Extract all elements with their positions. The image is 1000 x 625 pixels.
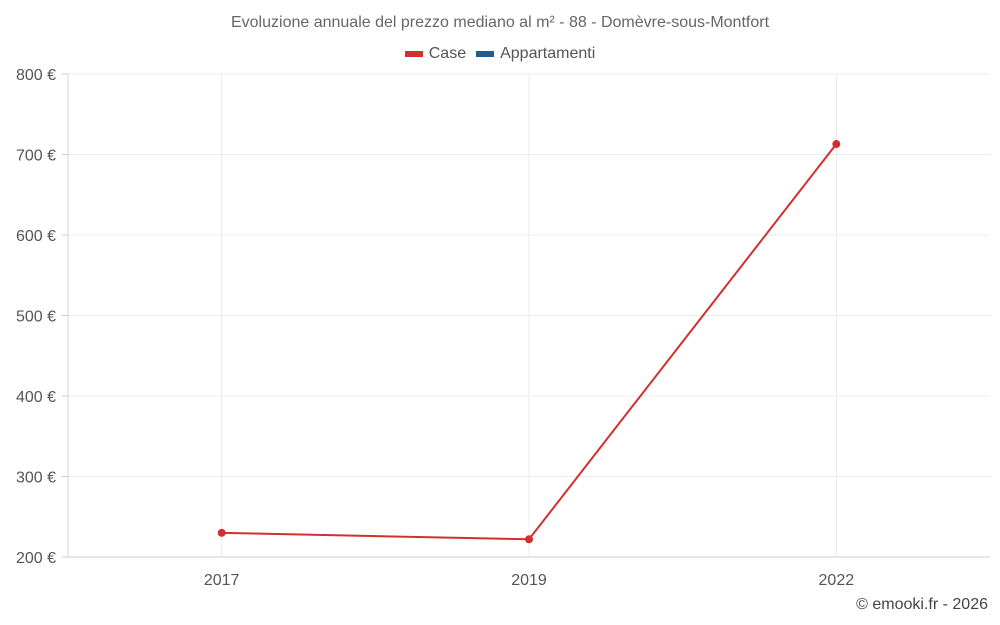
legend-label-case: Case	[428, 45, 467, 62]
data-point-case	[832, 140, 841, 149]
y-tick-label: 200 €	[16, 550, 56, 567]
x-tick-label: 2019	[511, 572, 547, 589]
y-tick-label: 400 €	[16, 389, 56, 406]
x-tick-label: 2017	[204, 572, 240, 589]
x-tick-label: 2022	[819, 572, 855, 589]
y-tick-label: 800 €	[16, 67, 56, 84]
y-tick-label: 500 €	[16, 309, 56, 326]
legend-swatch-case	[404, 51, 423, 57]
legend: Case Appartamenti	[0, 45, 1000, 63]
legend-swatch-appartamenti	[476, 51, 495, 57]
y-tick-label: 300 €	[16, 470, 56, 487]
legend-label-appartamenti: Appartamenti	[500, 45, 596, 62]
legend-item-case[interactable]: Case	[404, 45, 467, 63]
data-point-case	[217, 528, 226, 537]
legend-item-appartamenti[interactable]: Appartamenti	[476, 45, 595, 63]
y-tick-label: 700 €	[16, 148, 56, 165]
data-point-case	[525, 535, 533, 544]
y-tick-label: 600 €	[16, 228, 56, 245]
chart-title: Evoluzione annuale del prezzo mediano al…	[230, 14, 770, 31]
footer-credit: © emooki.fr - 2026	[856, 596, 988, 613]
